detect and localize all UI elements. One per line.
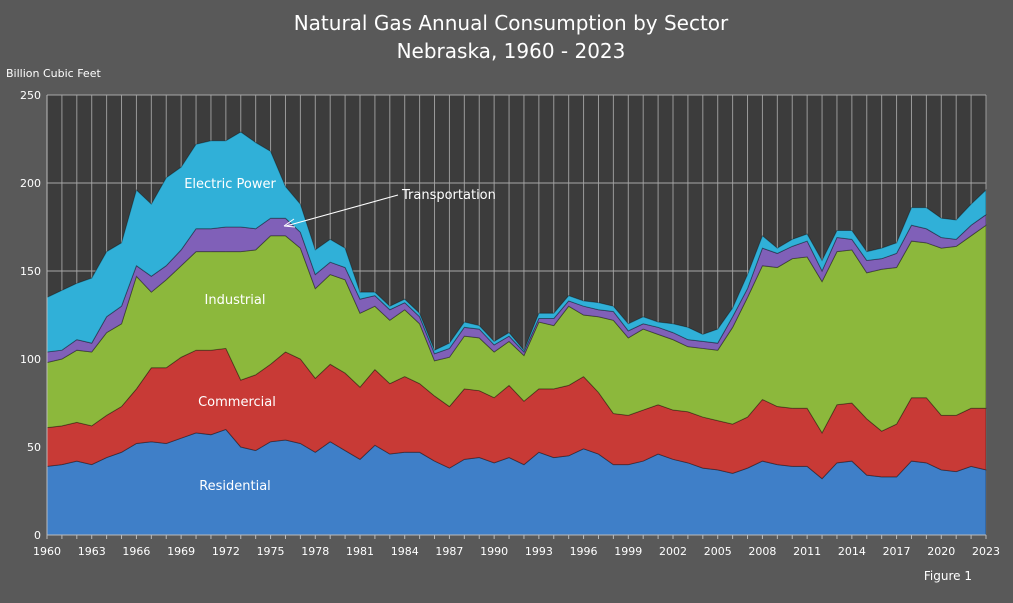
x-tick-label: 1975: [257, 545, 285, 558]
area-transportation: [46, 213, 987, 364]
arrow-head-icon: [283, 218, 296, 228]
y-tick-label: 200: [20, 177, 41, 190]
x-tick-label: 1972: [212, 545, 240, 558]
x-tick-label: 2014: [838, 545, 866, 558]
x-tick-label: 2011: [793, 545, 821, 558]
label-residential: Residential: [199, 479, 271, 494]
x-tick-label: 1984: [391, 545, 419, 558]
area-commercial: [46, 347, 987, 480]
x-tick-label: 2005: [704, 545, 732, 558]
label-commercial: Commercial: [198, 395, 276, 410]
x-tick-label: 1978: [301, 545, 329, 558]
y-axis-ticks: 0 50 100 150 200 250: [20, 89, 41, 542]
figure-label: Figure 1: [924, 569, 972, 583]
x-tick-label: 1960: [33, 545, 61, 558]
x-tick-label: 1987: [435, 545, 463, 558]
y-tick-label: 50: [27, 441, 41, 454]
x-tick-label: 1999: [614, 545, 642, 558]
areas: [46, 95, 987, 536]
x-tick-label: 2020: [927, 545, 955, 558]
x-tick-label: 1963: [78, 545, 106, 558]
transportation-arrow: [285, 194, 399, 227]
chart-title-line-2: Nebraska, 1960 - 2023: [397, 39, 626, 63]
label-electric-power: Electric Power: [184, 177, 276, 192]
chart-title-line-1: Natural Gas Annual Consumption by Sector: [294, 11, 729, 35]
x-tick-label: 1969: [167, 545, 195, 558]
x-tick-label: 2017: [883, 545, 911, 558]
x-tick-label: 1990: [480, 545, 508, 558]
x-tick-label: 2008: [748, 545, 776, 558]
label-industrial: Industrial: [205, 293, 266, 308]
area-industrial: [46, 224, 987, 434]
y-tick-label: 250: [20, 89, 41, 102]
area-electric-power: [46, 131, 987, 355]
x-tick-label: 2002: [659, 545, 687, 558]
x-tick-label: 2023: [972, 545, 1000, 558]
x-tick-label: 1993: [525, 545, 553, 558]
y-tick-label: 100: [20, 353, 41, 366]
x-tick-label: 1981: [346, 545, 374, 558]
y-tick-label: 150: [20, 265, 41, 278]
label-transportation: Transportation: [401, 188, 496, 203]
y-tick-label: 0: [34, 529, 41, 542]
y-axis-title: Billion Cubic Feet: [6, 67, 101, 80]
x-tick-label: 1996: [570, 545, 598, 558]
x-axis-ticks: 1960 1963 1966 1969 1972 1975 1978 1981 1984 1987…: [33, 535, 1000, 558]
x-tick-label: 1966: [122, 545, 150, 558]
